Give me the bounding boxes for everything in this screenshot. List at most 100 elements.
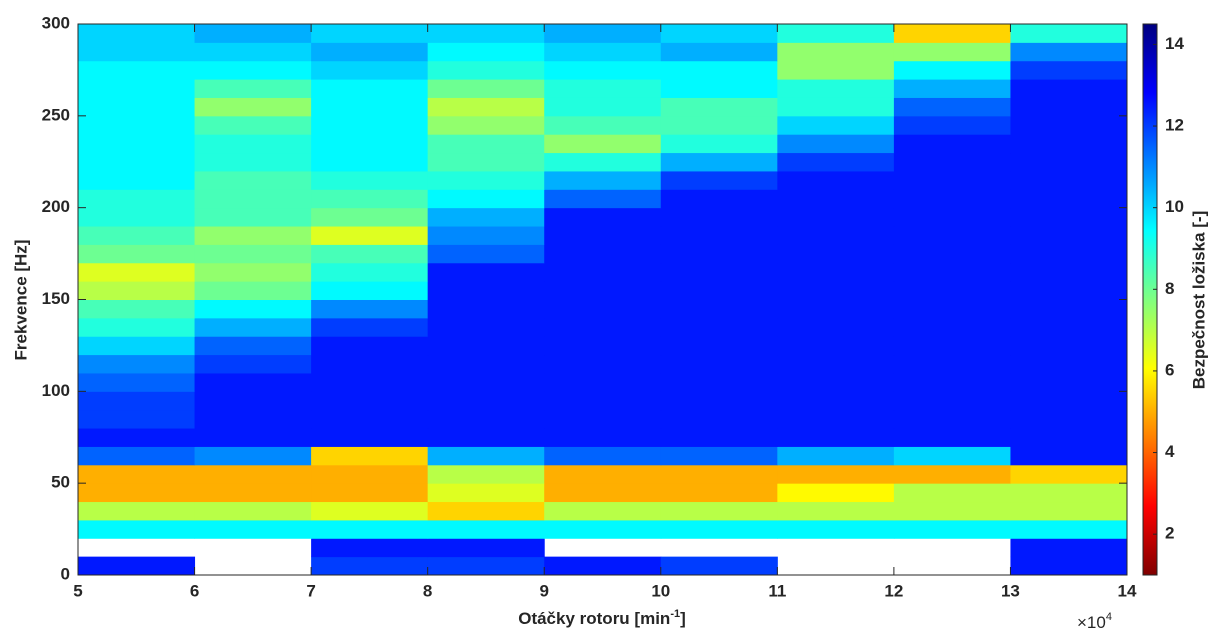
heatmap-cell: [1010, 483, 1128, 503]
heatmap-cell: [893, 42, 1011, 62]
heatmap-cell: [544, 372, 662, 392]
heatmap-cell: [893, 299, 1011, 319]
heatmap-cell: [544, 446, 662, 466]
y-tick-label: 300: [42, 13, 70, 32]
heatmap-cell: [660, 501, 778, 521]
heatmap-cell: [427, 134, 545, 154]
heatmap-cell: [78, 115, 196, 135]
heatmap-cell: [311, 409, 429, 429]
heatmap-cell: [1010, 428, 1128, 447]
heatmap-cell: [893, 391, 1011, 411]
heatmap-cell: [660, 226, 778, 245]
heatmap-cell: [893, 428, 1011, 447]
x-label-superscript: -1: [670, 608, 680, 620]
heatmap-cell: [660, 115, 778, 135]
y-tick-label: 100: [42, 381, 70, 400]
heatmap-cell: [893, 97, 1011, 117]
heatmap-cell: [194, 79, 312, 98]
heatmap-cell: [1010, 134, 1128, 154]
heatmap-cell: [78, 501, 196, 521]
heatmap-cell: [893, 207, 1011, 227]
heatmap-cell: [194, 464, 312, 484]
heatmap-cell: [544, 152, 662, 172]
heatmap-cell: [78, 79, 196, 98]
x-multiplier-base: ×10: [1077, 613, 1106, 632]
heatmap-cell: [1010, 42, 1128, 62]
heatmap-cell: [893, 519, 1011, 539]
heatmap-cell: [78, 317, 196, 337]
heatmap-cell: [311, 428, 429, 447]
heatmap-cell: [893, 483, 1011, 503]
heatmap-cell: [893, 170, 1011, 190]
heatmap-cell: [311, 501, 429, 521]
heatmap-cell: [544, 483, 662, 503]
heatmap-cell: [194, 409, 312, 429]
heatmap-cell: [78, 24, 196, 43]
heatmap-cell: [427, 262, 545, 282]
heatmap-cell: [194, 97, 312, 117]
heatmap-cell: [660, 409, 778, 429]
heatmap-cell: [544, 24, 662, 43]
colorbar-tick-label: 6: [1165, 360, 1174, 379]
heatmap-cell: [427, 42, 545, 62]
heatmap-cell: [427, 189, 545, 209]
heatmap-cell: [427, 519, 545, 539]
heatmap-cell: [427, 317, 545, 337]
heatmap-cell: [311, 42, 429, 62]
heatmap-cell: [544, 391, 662, 411]
heatmap-cell: [1010, 60, 1128, 80]
heatmap-cell: [427, 501, 545, 521]
heatmap-cell: [893, 115, 1011, 135]
heatmap-cell: [544, 170, 662, 190]
heatmap-cell: [427, 556, 545, 576]
heatmap-cell: [660, 317, 778, 337]
heatmap-cell: [311, 226, 429, 245]
heatmap-cell: [777, 336, 895, 356]
heatmap-cell: [544, 189, 662, 209]
heatmap-cell: [777, 281, 895, 300]
heatmap-cell: [1010, 354, 1128, 374]
heatmap-cell: [194, 281, 312, 300]
heatmap-cell: [1010, 372, 1128, 392]
y-tick-label: 200: [42, 197, 70, 216]
x-multiplier: ×104: [1077, 611, 1112, 633]
heatmap-cell: [311, 115, 429, 135]
heatmap-cell: [311, 281, 429, 300]
heatmap-cell: [427, 226, 545, 245]
heatmap-cell: [660, 244, 778, 264]
heatmap-cell: [78, 354, 196, 374]
heatmap-cell: [660, 189, 778, 209]
heatmap-cell: [544, 299, 662, 319]
heatmap-cell: [1010, 299, 1128, 319]
heatmap-cell: [1010, 79, 1128, 98]
heatmap-cell: [427, 207, 545, 227]
heatmap-cell: [660, 24, 778, 43]
heatmap-cell: [194, 189, 312, 209]
heatmap-cell: [311, 317, 429, 337]
heatmap-cell: [660, 152, 778, 172]
colorbar-tick-label: 12: [1165, 116, 1184, 135]
heatmap-cell: [660, 446, 778, 466]
heatmap-cell: [544, 354, 662, 374]
heatmap-cell: [311, 79, 429, 98]
heatmap-cell: [544, 134, 662, 154]
heatmap-cell: [660, 299, 778, 319]
heatmap-cell: [194, 354, 312, 374]
heatmap-cell: [1010, 391, 1128, 411]
heatmap-cell: [544, 501, 662, 521]
heatmap-cell: [660, 60, 778, 80]
heatmap-cell: [660, 428, 778, 447]
colorbar-label: Bezpečnost ložiska [-]: [1189, 211, 1208, 390]
heatmap-cell: [660, 134, 778, 154]
colorbar-tick-label: 14: [1165, 34, 1184, 53]
heatmap-cell: [893, 336, 1011, 356]
x-tick-label: 9: [539, 581, 548, 600]
heatmap-cell: [544, 281, 662, 300]
heatmap-cell: [194, 262, 312, 282]
heatmap-cell: [311, 372, 429, 392]
heatmap-cell: [544, 317, 662, 337]
y-axis-label: Frekvence [Hz]: [11, 240, 30, 361]
heatmap-cell: [194, 446, 312, 466]
heatmap-cell: [893, 134, 1011, 154]
